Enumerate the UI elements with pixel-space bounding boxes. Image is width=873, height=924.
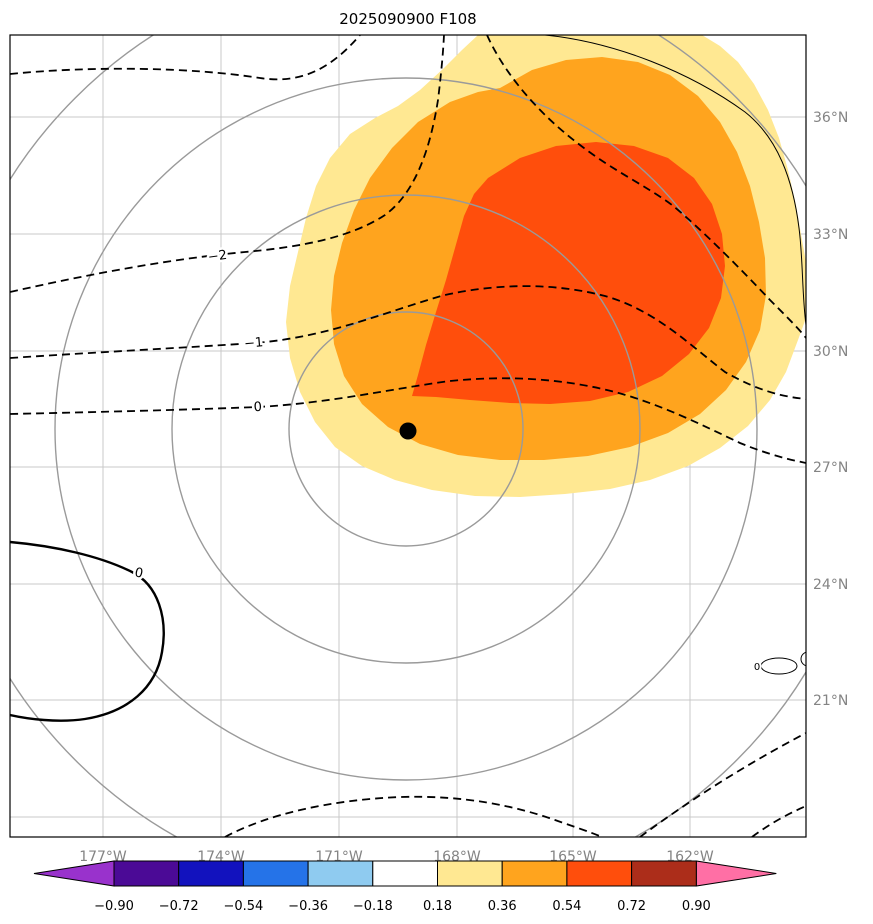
- colorbar-tick-label: −0.72: [159, 899, 199, 914]
- colorbar-tick-label: 0.18: [423, 899, 452, 914]
- filled-region-level3: [412, 142, 725, 404]
- colorbar-tick-label: −0.90: [94, 899, 134, 914]
- y-tick-label: 24°N: [813, 577, 848, 593]
- colorbar-tick-label: −0.36: [288, 899, 328, 914]
- solid-contour-zero: [10, 540, 165, 722]
- dashed-contour-topleft: [10, 35, 361, 81]
- dashed-contour-diagonal: [486, 35, 806, 339]
- dashed-contour-neg1: [10, 285, 806, 400]
- thin-solid-contour: [544, 35, 806, 326]
- plot-border: [9, 34, 807, 838]
- contour-label-zero-small: 0: [754, 662, 760, 673]
- range-ring-1: [288, 311, 524, 547]
- y-tick-label: 21°N: [813, 693, 848, 709]
- colorbar-segment: [501, 860, 568, 887]
- colorbar-segment: [372, 860, 438, 887]
- colorbar-segment: [242, 860, 309, 887]
- contour-label-zero-dashed: 0: [253, 400, 262, 415]
- dashed-contour-bottom: [224, 795, 603, 837]
- y-tick-label: 36°N: [813, 110, 848, 126]
- colorbar-under-arrow: [33, 860, 115, 887]
- storm-center-marker: [399, 422, 417, 440]
- colorbar-segment: [113, 860, 180, 887]
- colorbar-tick-label: −0.54: [223, 899, 263, 914]
- colorbar-tick-label: 0.36: [488, 899, 517, 914]
- range-ring-2: [171, 194, 641, 664]
- colorbar-tick-label: −0.18: [353, 899, 393, 914]
- dashed-contour-bottomright-1: [639, 732, 806, 837]
- contour-label-neg1: −1: [243, 335, 263, 352]
- small-edge-contour: [800, 651, 806, 667]
- y-tick-label: 33°N: [813, 227, 848, 243]
- map-content: [10, 35, 806, 837]
- colorbar-tick-label: 0.90: [682, 899, 711, 914]
- colorbar-segment: [566, 860, 633, 887]
- colorbar-over-arrow: [695, 860, 777, 887]
- colorbar-tick-label: 0.72: [617, 899, 646, 914]
- contour-label-neg2: −2: [207, 248, 228, 266]
- colorbar: −0.90 −0.72 −0.54 −0.36 −0.18 0.18 0.36 0.54 0.7…: [33, 860, 777, 914]
- small-closed-contour: [760, 657, 798, 675]
- y-tick-label: 27°N: [813, 460, 848, 476]
- colorbar-segment: [631, 860, 697, 887]
- colorbar-segment: [178, 860, 244, 887]
- colorbar-tick-label: 0.54: [552, 899, 581, 914]
- range-ring-3: [54, 77, 758, 781]
- dashed-contour-zero: [10, 377, 806, 464]
- dashed-contour-neg2: [10, 35, 445, 293]
- y-tick-label: 30°N: [813, 344, 848, 360]
- colorbar-segment: [437, 860, 503, 887]
- dashed-contour-bottomright-2: [751, 805, 806, 837]
- colorbar-segment: [307, 860, 374, 887]
- plot-title: 2025090900 F108: [339, 10, 476, 28]
